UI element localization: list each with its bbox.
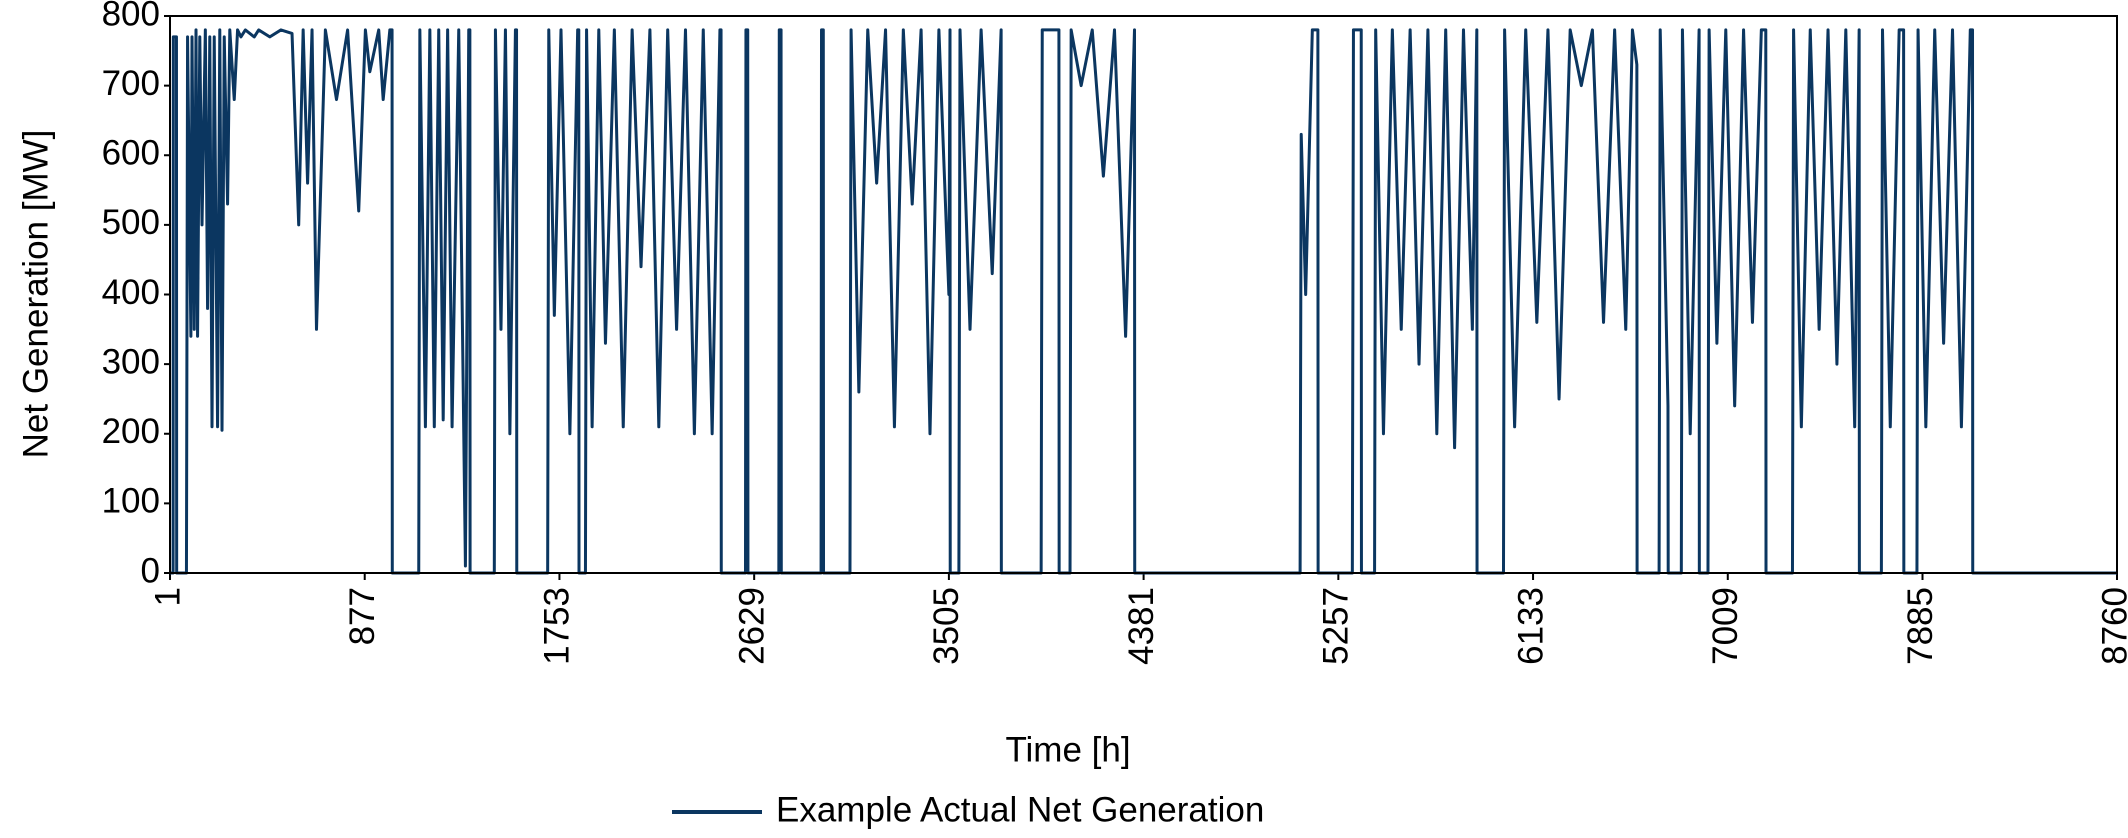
x-tick-label: 2629 [732, 587, 771, 665]
y-tick-label: 700 [102, 64, 160, 103]
legend-label: Example Actual Net Generation [776, 790, 1264, 829]
x-tick-label: 5257 [1317, 587, 1356, 665]
x-axis-label: Time [h] [1005, 730, 1130, 769]
y-tick-label: 400 [102, 273, 160, 312]
x-tick-label: 7009 [1706, 587, 1745, 665]
x-tick-label: 3505 [927, 587, 966, 665]
y-tick-label: 600 [102, 134, 160, 173]
y-tick-label: 200 [102, 412, 160, 451]
x-tick-label: 8760 [2095, 587, 2128, 665]
y-tick-label: 100 [102, 482, 160, 521]
y-axis-label: Net Generation [MW] [16, 130, 55, 459]
x-tick-label: 877 [343, 587, 382, 645]
y-tick-label: 800 [102, 0, 160, 33]
y-tick-label: 500 [102, 203, 160, 242]
x-tick-label: 4381 [1122, 587, 1161, 665]
x-tick-label: 6133 [1511, 587, 1550, 665]
x-tick-label: 1753 [538, 587, 577, 665]
x-tick-label: 1 [148, 587, 187, 606]
x-tick-label: 7885 [1901, 587, 1940, 665]
data-line [170, 28, 2117, 575]
y-tick-label: 300 [102, 342, 160, 381]
y-tick-label: 0 [141, 551, 160, 590]
plot-frame [169, 15, 2118, 574]
